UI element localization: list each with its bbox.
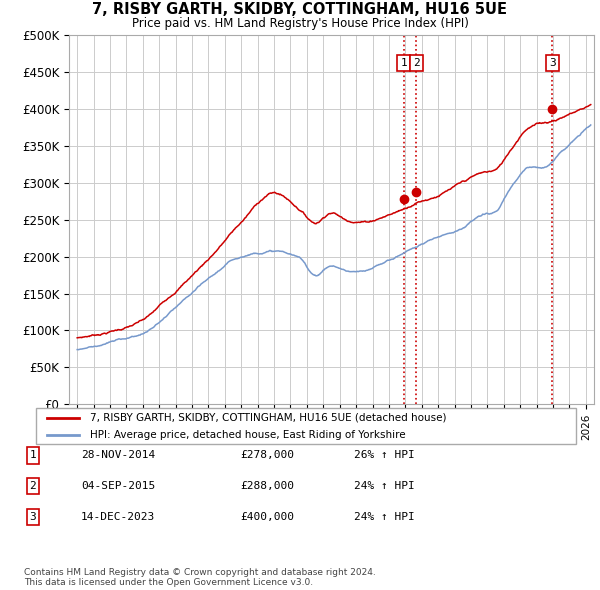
Text: HPI: Average price, detached house, East Riding of Yorkshire: HPI: Average price, detached house, East… [90,430,406,440]
Text: 24% ↑ HPI: 24% ↑ HPI [354,512,415,522]
Text: 7, RISBY GARTH, SKIDBY, COTTINGHAM, HU16 5UE (detached house): 7, RISBY GARTH, SKIDBY, COTTINGHAM, HU16… [90,413,446,423]
Text: 28-NOV-2014: 28-NOV-2014 [81,451,155,460]
Text: 1: 1 [400,58,407,68]
Text: £278,000: £278,000 [240,451,294,460]
Text: 24% ↑ HPI: 24% ↑ HPI [354,481,415,491]
Text: 1: 1 [29,451,37,460]
Text: 2: 2 [413,58,419,68]
Text: £400,000: £400,000 [240,512,294,522]
Text: 7, RISBY GARTH, SKIDBY, COTTINGHAM, HU16 5UE: 7, RISBY GARTH, SKIDBY, COTTINGHAM, HU16… [92,2,508,17]
Text: 26% ↑ HPI: 26% ↑ HPI [354,451,415,460]
Text: 3: 3 [29,512,37,522]
Text: £288,000: £288,000 [240,481,294,491]
Text: 04-SEP-2015: 04-SEP-2015 [81,481,155,491]
FancyBboxPatch shape [36,408,576,444]
Text: 14-DEC-2023: 14-DEC-2023 [81,512,155,522]
Text: 2: 2 [29,481,37,491]
Text: Price paid vs. HM Land Registry's House Price Index (HPI): Price paid vs. HM Land Registry's House … [131,17,469,30]
Text: Contains HM Land Registry data © Crown copyright and database right 2024.
This d: Contains HM Land Registry data © Crown c… [24,568,376,587]
Text: 3: 3 [549,58,556,68]
